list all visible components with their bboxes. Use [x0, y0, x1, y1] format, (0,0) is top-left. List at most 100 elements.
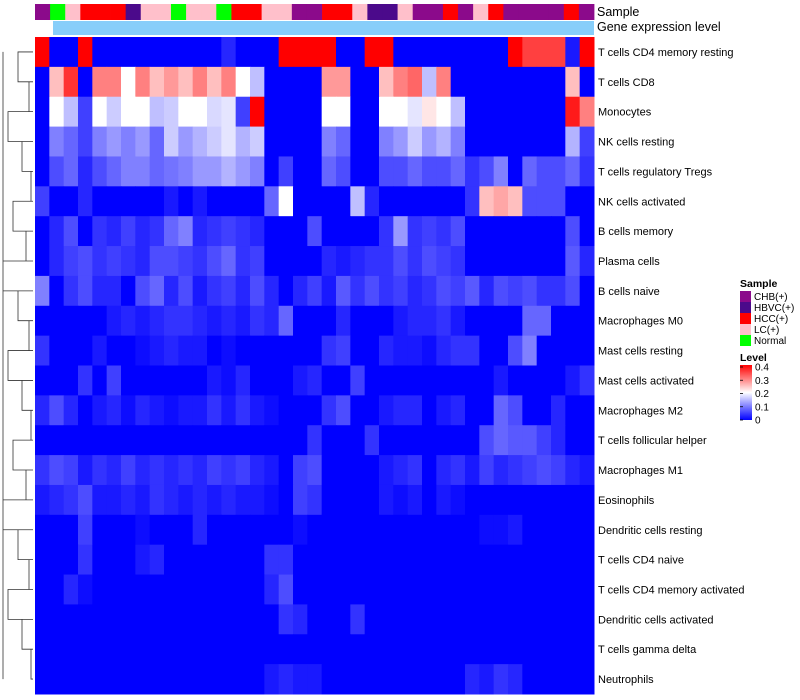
heatmap-cell	[493, 634, 509, 665]
heatmap-cell	[522, 305, 538, 337]
heatmap-cell	[450, 305, 466, 337]
heatmap-cell	[164, 66, 179, 98]
heatmap-cell	[307, 126, 323, 157]
heatmap-cell	[121, 484, 136, 516]
heatmap-cell	[393, 544, 409, 576]
heatmap-cell	[235, 425, 251, 456]
heatmap-cell	[307, 484, 323, 516]
heatmap-cell	[350, 514, 366, 546]
heatmap-cell	[508, 544, 523, 576]
heatmap-cell	[35, 455, 50, 486]
heatmap-cell	[422, 544, 437, 576]
heatmap-cell	[207, 126, 222, 157]
heatmap-cell	[407, 455, 423, 486]
heatmap-cell	[565, 37, 581, 68]
heatmap-cell	[250, 664, 265, 695]
heatmap-cell	[450, 216, 466, 247]
heatmap-cell	[207, 395, 222, 426]
heatmap-cell	[565, 365, 581, 396]
heatmap-cell	[508, 335, 523, 366]
heatmap-cell	[307, 365, 323, 396]
heatmap-cell	[565, 305, 581, 337]
heatmap-cell	[579, 514, 595, 546]
heatmap-cell	[336, 305, 351, 337]
heatmap-cell	[164, 246, 179, 277]
heatmap-cell	[35, 126, 50, 157]
heatmap-cell	[379, 425, 394, 456]
heatmap-cell	[321, 186, 337, 217]
heatmap-cell	[35, 305, 50, 337]
heatmap-cell	[422, 275, 437, 307]
heatmap-cell	[565, 96, 581, 128]
heatmap-cell	[49, 484, 65, 516]
heatmap-cell	[35, 37, 50, 68]
heatmap-cell	[307, 664, 323, 695]
heatmap-cell	[207, 634, 222, 665]
heatmap-cell	[106, 37, 122, 68]
sample-annotation-cell	[276, 4, 293, 20]
heatmap-cell	[164, 156, 179, 187]
sample-annotation-cell	[503, 4, 519, 20]
sample-annotation-cell	[442, 4, 459, 20]
sample-annotation-cell	[488, 4, 504, 20]
heatmap-cell	[49, 96, 65, 128]
heatmap-cell	[379, 186, 394, 217]
heatmap-cell	[364, 216, 380, 247]
heatmap-cell	[336, 604, 351, 635]
heatmap-cell	[551, 634, 566, 665]
heatmap-cell	[364, 664, 380, 695]
heatmap-cell	[508, 604, 523, 635]
heatmap-cell	[250, 574, 265, 605]
heatmap-cell	[235, 484, 251, 516]
row-label: Eosinophils	[598, 495, 655, 507]
heatmap-cell	[264, 574, 280, 605]
heatmap-cell	[78, 126, 93, 157]
heatmap-cell	[63, 186, 79, 217]
row-dendrogram	[2, 51, 33, 680]
heatmap-cell	[278, 425, 294, 456]
heatmap-cell	[63, 395, 79, 426]
heatmap-cell	[149, 335, 165, 366]
heatmap-cell	[135, 425, 151, 456]
heatmap-cell	[49, 365, 65, 396]
heatmap-cell	[321, 275, 337, 307]
heatmap-cell	[364, 634, 380, 665]
heatmap-cell	[407, 275, 423, 307]
heatmap-cell	[149, 604, 165, 635]
heatmap-cell	[92, 246, 108, 277]
heatmap-cell	[264, 335, 280, 366]
heatmap-cell	[393, 395, 409, 426]
heatmap-cell	[207, 455, 222, 486]
heatmap-cell	[565, 425, 581, 456]
heatmap-cell	[49, 544, 65, 576]
heatmap-cell	[178, 156, 194, 187]
heatmap-cell	[192, 544, 208, 576]
heatmap-cell	[221, 335, 237, 366]
heatmap-cell	[106, 574, 122, 605]
heatmap-cell	[293, 335, 308, 366]
heatmap-cell	[192, 395, 208, 426]
legend-label: LC(+)	[754, 325, 779, 336]
heatmap-cell	[450, 365, 466, 396]
heatmap-cell	[379, 574, 394, 605]
heatmap-cell	[135, 395, 151, 426]
heatmap-cell	[63, 37, 79, 68]
heatmap-cell	[364, 425, 380, 456]
heatmap-cell	[350, 484, 366, 516]
sample-annotation-track	[35, 4, 595, 20]
heatmap-cell	[178, 37, 194, 68]
heatmap-cell	[508, 574, 523, 605]
heatmap-cell	[264, 186, 280, 217]
heatmap-cell	[579, 246, 595, 277]
heatmap-cell	[221, 365, 237, 396]
heatmap-cell	[336, 216, 351, 247]
heatmap-cell	[78, 275, 93, 307]
heatmap-cell	[579, 484, 595, 516]
heatmap-cell	[149, 216, 165, 247]
heatmap-cell	[436, 574, 452, 605]
heatmap-cell	[92, 514, 108, 546]
heatmap-cell	[565, 634, 581, 665]
heatmap-cell	[422, 365, 437, 396]
heatmap-cell	[278, 574, 294, 605]
heatmap-cell	[250, 96, 265, 128]
